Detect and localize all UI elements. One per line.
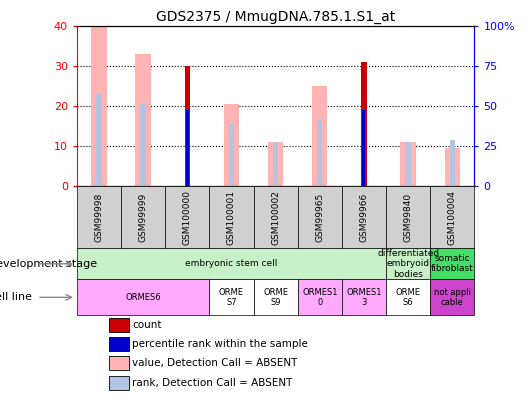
- Bar: [109, 337, 128, 351]
- Bar: [445, 148, 460, 186]
- Text: ORMES1
3: ORMES1 3: [346, 288, 382, 307]
- Text: GSM100004: GSM100004: [448, 190, 457, 245]
- FancyBboxPatch shape: [253, 186, 298, 248]
- Bar: [449, 141, 455, 186]
- Text: GSM99999: GSM99999: [139, 193, 147, 242]
- Bar: [186, 110, 189, 186]
- Text: rank, Detection Call = ABSENT: rank, Detection Call = ABSENT: [132, 378, 293, 388]
- Text: GSM100002: GSM100002: [271, 190, 280, 245]
- FancyBboxPatch shape: [386, 279, 430, 315]
- Bar: [96, 94, 102, 186]
- Bar: [363, 110, 366, 186]
- Bar: [109, 318, 128, 332]
- Bar: [224, 104, 239, 186]
- Text: embryonic stem cell: embryonic stem cell: [186, 259, 278, 268]
- Text: percentile rank within the sample: percentile rank within the sample: [132, 339, 308, 349]
- FancyBboxPatch shape: [342, 279, 386, 315]
- Text: GSM100000: GSM100000: [183, 190, 192, 245]
- FancyBboxPatch shape: [386, 248, 430, 279]
- Text: ORME
S6: ORME S6: [395, 288, 421, 307]
- Text: not appli
cable: not appli cable: [434, 288, 471, 307]
- FancyBboxPatch shape: [165, 186, 209, 248]
- FancyBboxPatch shape: [209, 186, 253, 248]
- FancyBboxPatch shape: [121, 186, 165, 248]
- FancyBboxPatch shape: [298, 186, 342, 248]
- Text: count: count: [132, 320, 162, 330]
- FancyBboxPatch shape: [77, 248, 386, 279]
- Text: GSM100001: GSM100001: [227, 190, 236, 245]
- Text: GSM99966: GSM99966: [359, 193, 368, 242]
- Bar: [312, 86, 328, 186]
- Bar: [229, 124, 234, 186]
- Text: GSM99998: GSM99998: [94, 193, 103, 242]
- Text: ORME
S7: ORME S7: [219, 288, 244, 307]
- Bar: [400, 142, 416, 186]
- Bar: [405, 142, 411, 186]
- FancyBboxPatch shape: [430, 279, 474, 315]
- Bar: [273, 142, 278, 186]
- Text: GSM99965: GSM99965: [315, 193, 324, 242]
- Bar: [184, 66, 190, 186]
- Text: ORME
S9: ORME S9: [263, 288, 288, 307]
- Bar: [268, 142, 284, 186]
- Text: ORMES1
0: ORMES1 0: [302, 288, 338, 307]
- Text: ORMES6: ORMES6: [125, 293, 161, 302]
- Bar: [140, 104, 146, 186]
- FancyBboxPatch shape: [430, 186, 474, 248]
- Bar: [109, 376, 128, 390]
- Text: value, Detection Call = ABSENT: value, Detection Call = ABSENT: [132, 358, 298, 369]
- FancyBboxPatch shape: [77, 186, 121, 248]
- FancyBboxPatch shape: [430, 248, 474, 279]
- Text: differentiated
embryoid
bodies: differentiated embryoid bodies: [377, 249, 439, 279]
- Text: somatic
fibroblast: somatic fibroblast: [431, 254, 474, 273]
- FancyBboxPatch shape: [386, 186, 430, 248]
- Bar: [109, 356, 128, 371]
- Title: GDS2375 / MmugDNA.785.1.S1_at: GDS2375 / MmugDNA.785.1.S1_at: [156, 10, 395, 24]
- Bar: [91, 26, 107, 186]
- FancyBboxPatch shape: [253, 279, 298, 315]
- FancyBboxPatch shape: [77, 279, 209, 315]
- FancyBboxPatch shape: [298, 279, 342, 315]
- Bar: [361, 62, 367, 186]
- Text: GSM99840: GSM99840: [404, 193, 412, 242]
- Text: cell line: cell line: [0, 292, 31, 303]
- Bar: [317, 120, 322, 186]
- Text: development stage: development stage: [0, 259, 96, 269]
- FancyBboxPatch shape: [209, 279, 253, 315]
- Bar: [135, 54, 151, 186]
- FancyBboxPatch shape: [342, 186, 386, 248]
